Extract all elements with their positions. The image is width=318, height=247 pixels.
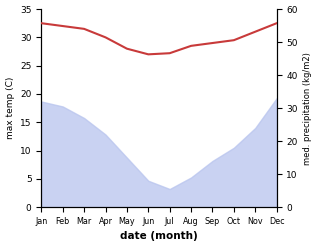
Y-axis label: med. precipitation (kg/m2): med. precipitation (kg/m2) bbox=[303, 52, 313, 165]
Y-axis label: max temp (C): max temp (C) bbox=[5, 77, 15, 139]
X-axis label: date (month): date (month) bbox=[120, 231, 198, 242]
